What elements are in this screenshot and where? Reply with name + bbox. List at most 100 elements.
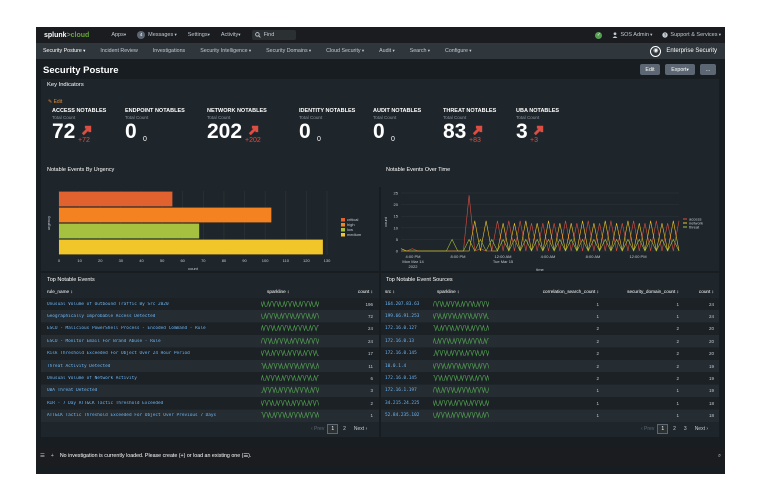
table-row[interactable]: 10.0.1.4 2 2 19 xyxy=(381,360,719,372)
rule-name-link[interactable]: Unusual Volume of Network Activity xyxy=(47,375,137,381)
rule-name-link[interactable]: RIR - 7 Day ATT&CK Tactic Threshold Exce… xyxy=(47,400,164,406)
table-row[interactable]: 34.215.24.225 1 1 18 xyxy=(381,397,719,410)
nav-security-intelligence[interactable]: Security Intelligence xyxy=(200,48,251,54)
pager-page[interactable]: 1 xyxy=(327,424,339,434)
rule-name-link[interactable]: Geographically Improbable Access Detecte… xyxy=(47,313,156,319)
src-link[interactable]: 34.215.24.225 xyxy=(385,400,420,406)
kpi-card[interactable]: ENDPOINT NOTABLES Total Count 0 0 xyxy=(125,108,185,143)
pager-page[interactable]: 3 xyxy=(683,426,687,432)
src-link[interactable]: 172.16.0.13 xyxy=(385,338,415,344)
src-link[interactable]: 10.0.1.4 xyxy=(385,363,407,369)
export-button[interactable]: Export xyxy=(665,64,695,75)
table-row[interactable]: 172.16.0.145 2 2 20 xyxy=(381,347,719,360)
table-row[interactable]: 172.16.1.197 1 1 19 xyxy=(381,384,719,397)
table-row[interactable]: UBA Threat Detected 3 xyxy=(41,384,379,397)
pager-page[interactable]: 1 xyxy=(657,424,669,434)
src-link[interactable]: 164.207.83.63 xyxy=(385,301,420,307)
kpi-card[interactable]: UBA NOTABLES Total Count 3 +3 xyxy=(516,108,559,144)
nav-cloud-security[interactable]: Cloud Security xyxy=(326,48,364,54)
nav-security-domains[interactable]: Security Domains xyxy=(266,48,311,54)
table-row[interactable]: ESCU - Malicious PowerShell Process - En… xyxy=(41,322,379,335)
column-header[interactable]: sparkline ↕ xyxy=(437,289,460,294)
pager-prev[interactable]: ‹ Prev xyxy=(311,426,325,432)
kpi-card[interactable]: NETWORK NOTABLES Total Count 202 +202 xyxy=(207,108,267,144)
table-row[interactable]: 52.84.235.102 1 1 18 xyxy=(381,409,719,422)
column-header[interactable]: src ↕ xyxy=(385,289,395,294)
nav-search[interactable]: Search xyxy=(410,48,430,54)
src-link[interactable]: 172.16.0.127 xyxy=(385,326,417,332)
nav-configure[interactable]: Configure xyxy=(445,48,471,54)
pager-page[interactable]: 2 xyxy=(673,426,676,432)
add-icon[interactable]: + xyxy=(50,453,54,459)
table-row[interactable]: Risk Threshold Exceeded For Object Over … xyxy=(41,347,379,360)
table-row[interactable]: Unusual Volume of Outbound Traffic By Sr… xyxy=(41,298,379,310)
rule-name-link[interactable]: ESCU - Malicious PowerShell Process - En… xyxy=(47,326,206,332)
kpi-card[interactable]: IDENTITY NOTABLES Total Count 0 0 xyxy=(299,108,355,143)
column-header[interactable]: count ↕ xyxy=(698,289,714,294)
pager-prev[interactable]: ‹ Prev xyxy=(641,426,655,432)
src-link[interactable]: 199.66.91.253 xyxy=(385,313,420,319)
bar-high[interactable] xyxy=(59,207,272,223)
src-link[interactable]: 172.16.0.145 xyxy=(385,351,417,357)
column-header[interactable]: security_domain_count ↕ xyxy=(627,289,679,294)
pager-next[interactable]: Next › xyxy=(694,426,709,432)
column-header[interactable]: rule_name ↕ xyxy=(47,289,73,294)
corr-cell: 1 xyxy=(596,400,599,406)
key-indicators-edit-link[interactable]: ✎ Edit xyxy=(48,99,63,105)
splunk-logo[interactable]: splunk>cloud xyxy=(44,32,89,39)
table-row[interactable]: Threat Activity Detected 11 xyxy=(41,360,379,372)
src-link[interactable]: 172.16.0.145 xyxy=(385,375,417,381)
nav-audit[interactable]: Audit xyxy=(379,48,395,54)
search-icon[interactable]: ⌕ xyxy=(718,452,721,459)
table-row[interactable]: ESCU - Monitor Email For Brand Abuse - R… xyxy=(41,335,379,348)
pager-page[interactable]: 2 xyxy=(343,426,346,432)
table-row[interactable]: 164.207.83.63 1 1 24 xyxy=(381,298,719,310)
rule-name-link[interactable]: Threat Activity Detected xyxy=(47,363,111,369)
health-ok-icon[interactable]: ✓ xyxy=(595,31,603,39)
table-row[interactable]: 199.66.91.253 1 1 24 xyxy=(381,310,719,323)
bar-critical[interactable] xyxy=(59,191,173,207)
rule-name-link[interactable]: Risk Threshold Exceeded For Object Over … xyxy=(47,351,190,357)
table-row[interactable]: 172.16.0.127 2 2 20 xyxy=(381,322,719,335)
settings-menu[interactable]: Settings xyxy=(188,32,210,38)
user-menu[interactable]: SOS Admin xyxy=(620,32,652,38)
table-row[interactable]: Geographically Improbable Access Detecte… xyxy=(41,310,379,323)
dom-cell: 2 xyxy=(676,363,679,369)
support-menu[interactable]: Support & Services xyxy=(670,32,721,38)
kpi-card[interactable]: AUDIT NOTABLES Total Count 0 0 xyxy=(373,108,421,143)
more-button[interactable]: ... xyxy=(700,64,716,75)
bar-low[interactable] xyxy=(59,223,200,239)
series-line-threat[interactable] xyxy=(401,238,680,252)
series-line-access[interactable] xyxy=(401,195,680,252)
rule-name-link[interactable]: ATT&CK Tactic Threshold Exceeded For Obj… xyxy=(47,413,217,419)
bar-medium[interactable] xyxy=(59,239,323,255)
list-icon[interactable]: ☰ xyxy=(40,453,45,459)
kpi-card[interactable]: ACCESS NOTABLES Total Count 72 +72 xyxy=(52,108,106,144)
edit-button[interactable]: Edit xyxy=(640,64,660,75)
table-row[interactable]: Unusual Volume of Network Activity 6 xyxy=(41,372,379,385)
src-link[interactable]: 172.16.1.197 xyxy=(385,388,417,394)
rule-name-link[interactable]: ESCU - Monitor Email For Brand Abuse - R… xyxy=(47,338,161,344)
table-row[interactable]: 172.16.0.145 2 2 19 xyxy=(381,372,719,385)
find-input[interactable]: Find xyxy=(251,30,296,40)
nav-security-posture[interactable]: Security Posture xyxy=(43,48,85,54)
pager-next[interactable]: Next › xyxy=(353,426,368,432)
table-row[interactable]: 172.16.0.13 2 2 20 xyxy=(381,335,719,348)
rule-name-link[interactable]: UBA Threat Detected xyxy=(47,388,98,394)
table-row[interactable]: ATT&CK Tactic Threshold Exceeded For Obj… xyxy=(41,409,379,422)
messages-menu[interactable]: 4 Messages xyxy=(137,31,177,39)
column-header[interactable]: correlation_search_count ↕ xyxy=(542,289,599,294)
series-line-network[interactable] xyxy=(400,220,680,252)
column-header[interactable]: count ↕ xyxy=(357,289,373,294)
src-link[interactable]: 52.84.235.102 xyxy=(385,413,420,419)
table-row[interactable]: RIR - 7 Day ATT&CK Tactic Threshold Exce… xyxy=(41,397,379,410)
rule-name-link[interactable]: Unusual Volume of Outbound Traffic By Sr… xyxy=(47,301,169,307)
nav-incident-review[interactable]: Incident Review xyxy=(100,48,138,54)
legend-swatch xyxy=(341,223,345,227)
y-tick-label: 25 xyxy=(394,191,399,196)
column-header[interactable]: sparkline ↕ xyxy=(267,289,290,294)
nav-investigations[interactable]: Investigations xyxy=(152,48,186,54)
apps-menu[interactable]: Apps xyxy=(111,32,126,38)
activity-menu[interactable]: Activity xyxy=(221,32,241,38)
kpi-card[interactable]: THREAT NOTABLES Total Count 83 +83 xyxy=(443,108,496,144)
